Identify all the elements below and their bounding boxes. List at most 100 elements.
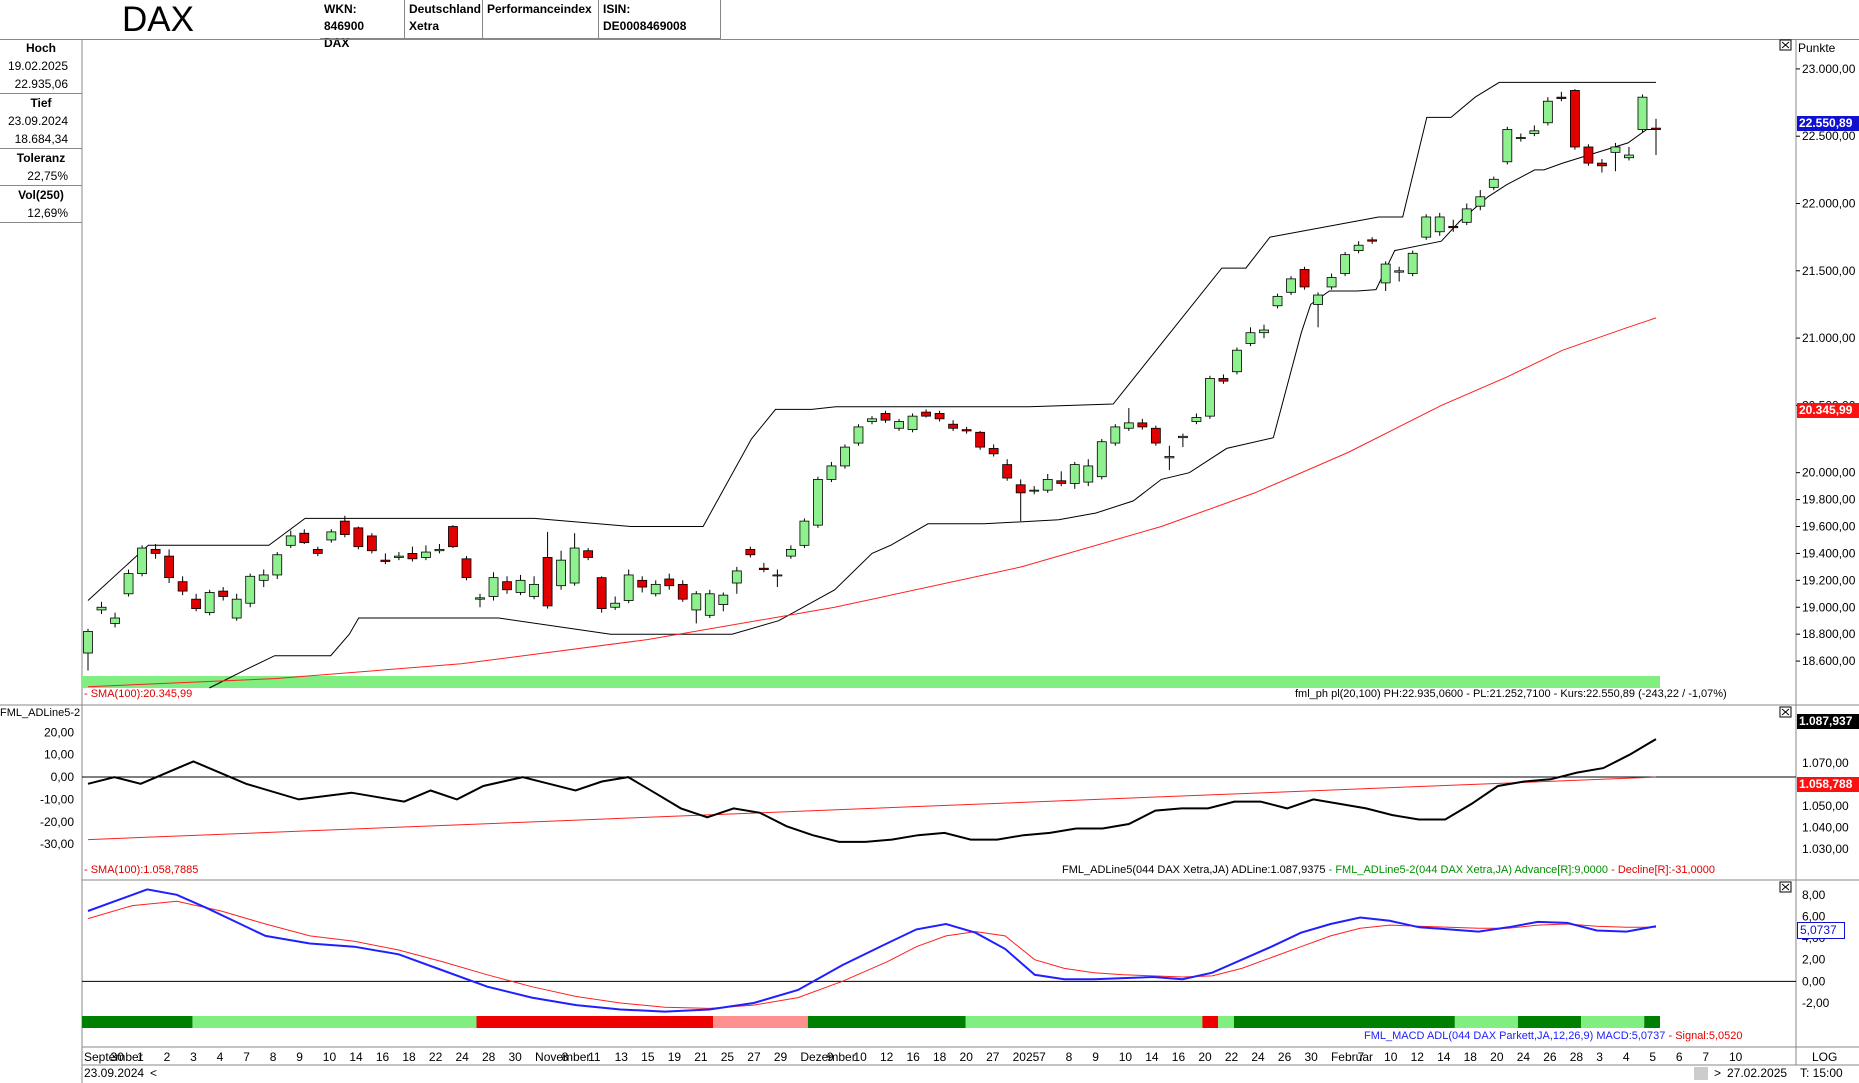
candle-body [1583,146,1594,164]
candle-body [434,548,445,552]
adline-right-tick-label: 1.050,00 [1802,799,1849,813]
candle-body [569,547,580,584]
x-tick-label: 20 [960,1050,974,1064]
macd-state-segment [1517,1016,1582,1028]
adline-left-tick-label: 10,00 [44,748,74,762]
candle-body [393,555,404,558]
nav-left-arrow[interactable]: < [150,1066,158,1080]
adline-legend-green: - FML_ADLine5-2(044 DAX Xetra,JA) Advanc… [1328,864,1609,876]
volatility-label: Vol(250) [18,188,64,202]
x-tick-label: 20 [1198,1050,1212,1064]
candle-body [1299,269,1310,288]
candle-body [704,593,715,616]
x-tick-label: 16 [906,1050,920,1064]
log-toggle[interactable]: LOG [1812,1050,1838,1064]
candle-body [894,421,904,429]
candle-body [1515,137,1526,139]
candle-body [785,548,796,557]
x-tick-label: 30 [111,1050,125,1064]
candle-body [1137,422,1148,428]
adline-right-tick-label: 1.030,00 [1802,842,1849,856]
x-tick-label: 16 [1172,1050,1186,1064]
candle-body [150,548,161,554]
high-date: 19.02.2025 [7,59,68,73]
low-label: Tief [30,96,52,110]
upper-channel-line [87,81,1656,601]
candle-body [448,526,458,548]
x-tick-label: 1 [137,1050,144,1064]
x-tick-label: 9 [827,1050,834,1064]
macd-state-segment [965,1016,1203,1028]
x-tick-label: 14 [349,1050,363,1064]
candle-body [339,520,350,535]
x-tick-label: September [84,1050,143,1064]
stats-sidebar: Hoch 19.02.2025 22.935,06 Tief 23.09.202… [0,39,82,223]
low-value: 18.684,34 [0,130,82,149]
candle-body [1597,162,1607,167]
macd-state-segment [713,1016,808,1028]
x-tick-label: 10 [1384,1050,1398,1064]
candle-body [1380,263,1391,284]
candle-body [1353,244,1364,252]
candle-body [312,548,323,554]
candle-body [880,413,891,421]
candle-body [1286,278,1296,293]
x-tick-label: 7 [1702,1050,1709,1064]
candle-body [1218,378,1229,382]
candle-body [1461,208,1472,223]
candle-body [353,527,364,548]
macd-state-segment [1218,1016,1234,1028]
x-tick-label: 20 [1490,1050,1504,1064]
x-tick-label: 10 [323,1050,337,1064]
candle-body [1042,478,1053,491]
header-cell-line: WKN: 846900 [324,2,365,33]
x-tick-label: 27 [986,1050,1000,1064]
candle-body [1029,489,1040,492]
x-tick-label: Dezember [800,1050,855,1064]
x-tick-label: 9 [296,1050,303,1064]
candle-body [475,597,485,600]
candle-body [137,547,147,575]
candle-body [407,553,418,560]
macd-line [87,888,1657,1013]
x-tick-label: 10 [1119,1050,1133,1064]
close-icon[interactable] [1779,881,1792,893]
candle-body [583,550,594,558]
x-tick-label: 24 [1517,1050,1531,1064]
candle-body [285,535,296,546]
header-cell-isin: ISIN: DE0008469008 [599,0,721,39]
nav-right-arrow[interactable]: > [1714,1066,1722,1080]
scrollbar-thumb[interactable] [1694,1067,1708,1080]
macd-legend-blue: FML_MACD ADL(044 DAX Parkett,JA,12,26,9)… [1364,1030,1666,1042]
x-tick-label: 4 [217,1050,224,1064]
candle-body [1651,127,1661,130]
x-tick-label: 18 [402,1050,416,1064]
macd-badge: 5,0737 [1797,922,1845,939]
sma-badge: 20.345,99 [1797,403,1859,418]
close-icon[interactable] [1779,39,1792,51]
candle-body [529,583,539,597]
x-tick-label: 12 [880,1050,894,1064]
x-tick-label: 8 [1066,1050,1073,1064]
candle-body [1407,252,1418,274]
x-tick-label: 7 [243,1050,250,1064]
y-tick-label: 22.500,00 [1802,129,1856,143]
close-icon[interactable] [1779,706,1792,718]
macd-state-segment [1454,1016,1518,1028]
y-tick-label: 19.800,00 [1802,493,1856,507]
price-info-legend: fml_ph pl(20,100) PH:22.935,0600 - PL:21… [1295,688,1727,700]
candle-body [1191,417,1202,422]
x-tick-label: 2025 [1013,1050,1040,1064]
low-date: 23.09.2024 [7,114,68,128]
macd-legend: FML_MACD ADL(044 DAX Parkett,JA,12,26,9)… [1364,1030,1742,1042]
header-cell-line: Deutschland [409,2,482,16]
x-tick-label: 24 [1251,1050,1265,1064]
candle-body [556,559,567,587]
candle-body [731,570,742,584]
candle-body [1123,422,1134,429]
candle-body [637,579,648,588]
x-tick-label: 8 [562,1050,569,1064]
candle-body [502,581,512,591]
